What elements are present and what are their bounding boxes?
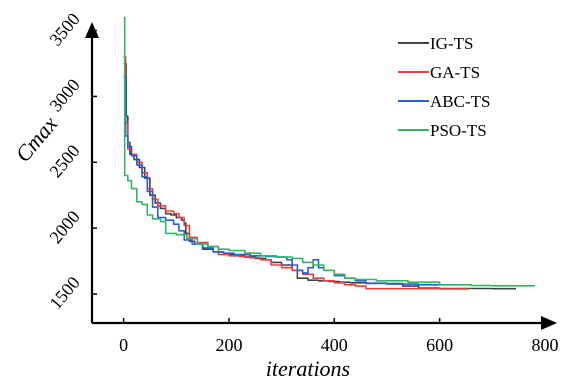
legend-label-pso-ts: PSO-TS [430,121,487,140]
x-ticks: 0 200 400 600 800 [119,318,559,355]
axes [85,22,557,330]
x-axis-arrow [541,316,557,330]
y-tick-label: 3500 [45,9,83,49]
y-ticks: 1500 2000 2500 3000 3500 [45,9,97,313]
legend-label-abc-ts: ABC-TS [430,92,490,111]
x-tick-label: 600 [426,335,453,355]
x-tick-label: 400 [321,335,348,355]
y-tick-label: 2000 [45,207,83,247]
series-line-ga-ts [123,56,469,290]
x-tick-label: 200 [215,335,242,355]
y-tick-label: 3000 [45,75,83,115]
legend-label-ig-ts: IG-TS [430,34,473,53]
x-axis-title: iterations [266,356,350,381]
y-tick-label: 2500 [45,141,83,181]
series-line-pso-ts [123,16,536,287]
x-tick-label: 0 [119,335,128,355]
y-tick-label: 1500 [45,273,83,313]
legend: IG-TS GA-TS ABC-TS PSO-TS [398,34,490,140]
legend-label-ga-ts: GA-TS [430,63,480,82]
x-tick-label: 800 [532,335,559,355]
series-lines [123,16,536,290]
series-line-abc-ts [123,75,461,286]
